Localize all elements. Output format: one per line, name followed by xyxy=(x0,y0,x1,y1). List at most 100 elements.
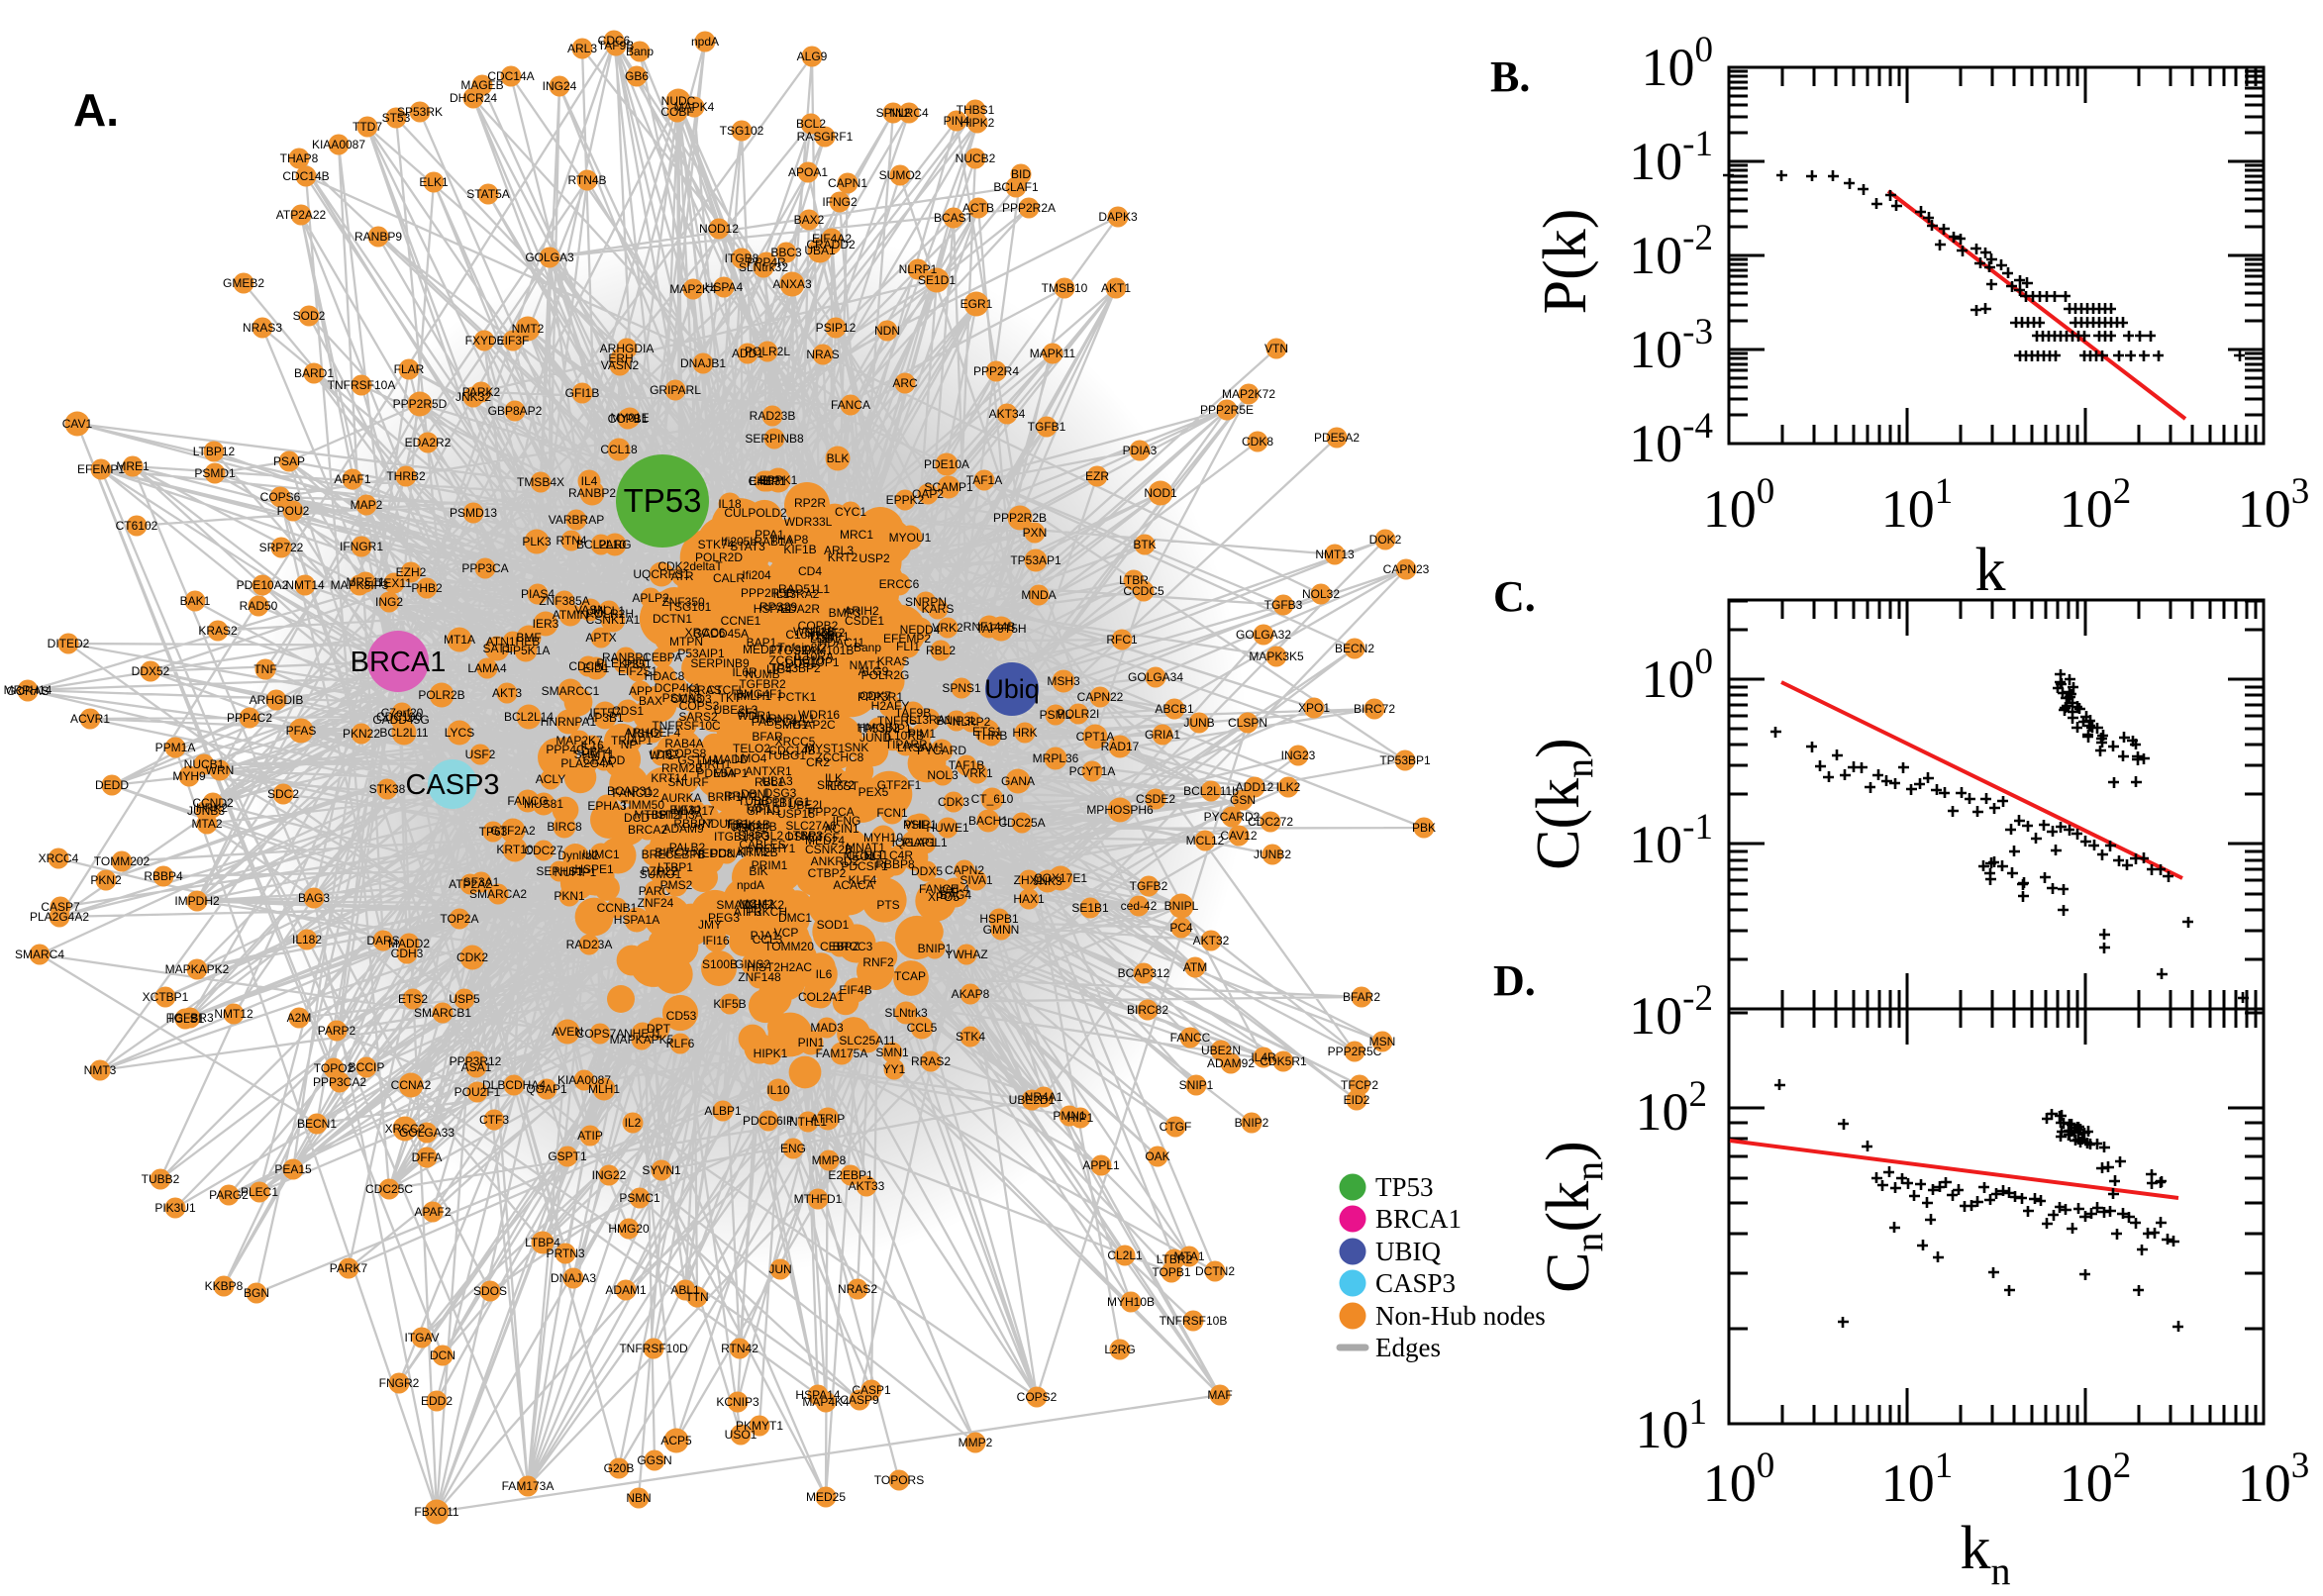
svg-text:PPP4C2: PPP4C2 xyxy=(227,711,272,725)
svg-text:ARHGEF4: ARHGEF4 xyxy=(625,726,681,740)
svg-text:PPP3CA2: PPP3CA2 xyxy=(313,1075,366,1089)
svg-text:KRT2: KRT2 xyxy=(828,550,858,564)
svg-text:BCL2L14: BCL2L14 xyxy=(504,710,554,724)
svg-text:AKAP8: AKAP8 xyxy=(952,987,990,1001)
svg-text:JUNB2: JUNB2 xyxy=(1254,848,1291,861)
svg-text:KRT14: KRT14 xyxy=(651,771,687,785)
svg-text:NOL3: NOL3 xyxy=(927,768,959,782)
svg-text:BECN2: BECN2 xyxy=(1335,642,1374,655)
svg-text:TTD7: TTD7 xyxy=(353,120,382,134)
svg-text:TP53BP2: TP53BP2 xyxy=(769,661,821,675)
svg-text:UBA3: UBA3 xyxy=(761,774,793,788)
svg-text:NUFIP1: NUFIP1 xyxy=(555,865,597,879)
svg-text:CT_610: CT_610 xyxy=(971,792,1014,806)
svg-text:IFNGR1: IFNGR1 xyxy=(340,540,383,553)
svg-text:GOLGA34: GOLGA34 xyxy=(1128,670,1183,684)
svg-text:NBN: NBN xyxy=(626,1491,651,1505)
svg-text:Non-Hub nodes: Non-Hub nodes xyxy=(1375,1301,1546,1331)
svg-text:ITGB18P3: ITGB18P3 xyxy=(714,830,769,844)
svg-text:IQGAP1: IQGAP1 xyxy=(892,836,937,849)
svg-text:OSM: OSM xyxy=(784,830,811,844)
svg-text:DCTN2: DCTN2 xyxy=(1195,1264,1235,1278)
svg-text:PLEKHO1: PLEKHO1 xyxy=(596,656,652,670)
svg-text:GMEB2: GMEB2 xyxy=(223,276,264,290)
svg-text:ARHGDIA: ARHGDIA xyxy=(600,342,655,355)
svg-text:AP1B1: AP1B1 xyxy=(757,796,794,810)
svg-text:DSG3: DSG3 xyxy=(764,786,797,800)
svg-text:ZNF350: ZNF350 xyxy=(661,595,705,609)
svg-text:EFEMP1: EFEMP1 xyxy=(77,462,125,476)
svg-text:SOD1: SOD1 xyxy=(817,918,850,932)
svg-text:BIK: BIK xyxy=(749,864,767,878)
svg-text:EID1: EID1 xyxy=(583,661,610,675)
svg-text:P35: P35 xyxy=(624,657,646,671)
svg-text:RTN4B: RTN4B xyxy=(567,173,606,187)
svg-text:ITM2B: ITM2B xyxy=(743,846,777,859)
svg-text:CEBPZ: CEBPZ xyxy=(820,940,859,953)
svg-text:MRPH14: MRPH14 xyxy=(4,683,52,697)
svg-text:NLRC4: NLRC4 xyxy=(889,106,929,120)
svg-text:ABL1: ABL1 xyxy=(670,1283,700,1297)
svg-text:NR4A1: NR4A1 xyxy=(1025,1090,1063,1104)
svg-text:PJA1: PJA1 xyxy=(751,929,779,943)
svg-text:CCDC5: CCDC5 xyxy=(1123,584,1164,598)
svg-text:NDUFS1: NDUFS1 xyxy=(702,817,750,831)
svg-text:FCN1: FCN1 xyxy=(876,806,908,820)
svg-text:SMAD4: SMAD4 xyxy=(716,898,758,912)
svg-text:BFAR: BFAR xyxy=(752,730,783,744)
svg-text:SMARC4: SMARC4 xyxy=(15,948,64,961)
svg-text:MNDA: MNDA xyxy=(1021,588,1056,602)
svg-text:TP53AP1: TP53AP1 xyxy=(1010,553,1061,567)
svg-text:IFNG: IFNG xyxy=(833,814,861,828)
svg-text:HMGB2: HMGB2 xyxy=(858,721,900,735)
svg-text:B.: B. xyxy=(1490,52,1530,101)
svg-text:MT1A: MT1A xyxy=(444,633,475,647)
svg-text:UNC84B: UNC84B xyxy=(730,820,776,834)
svg-text:VTN: VTN xyxy=(1264,342,1288,355)
svg-text:RNF2: RNF2 xyxy=(862,955,894,969)
svg-text:APAF2: APAF2 xyxy=(414,1205,451,1219)
svg-text:TIPARP: TIPARP xyxy=(885,738,927,751)
svg-text:KRT10: KRT10 xyxy=(496,843,533,856)
svg-text:BAG3: BAG3 xyxy=(298,891,330,905)
svg-text:HNRNPA1: HNRNPA1 xyxy=(541,715,597,729)
svg-text:WDR33L: WDR33L xyxy=(784,515,833,529)
svg-text:PARG2: PARG2 xyxy=(209,1188,249,1202)
svg-text:AP3B1: AP3B1 xyxy=(586,711,624,725)
svg-text:MADD2: MADD2 xyxy=(388,937,430,950)
svg-text:PPP4R: PPP4R xyxy=(747,255,786,269)
svg-text:LTBP3: LTBP3 xyxy=(787,829,823,843)
svg-text:BRE: BRE xyxy=(642,848,666,861)
svg-text:SPIN2: SPIN2 xyxy=(876,106,911,120)
svg-text:JUN: JUN xyxy=(768,1262,791,1276)
svg-text:EZR: EZR xyxy=(1085,469,1109,483)
svg-text:PYCARD2: PYCARD2 xyxy=(1204,810,1261,824)
svg-text:PMS2: PMS2 xyxy=(660,878,693,892)
svg-text:XRCC2: XRCC2 xyxy=(385,1122,426,1136)
svg-text:THAP8: THAP8 xyxy=(280,151,319,165)
svg-text:PABPC4: PABPC4 xyxy=(752,715,798,729)
svg-text:DCP4K1: DCP4K1 xyxy=(655,681,701,695)
svg-text:LTBR: LTBR xyxy=(1119,573,1149,587)
svg-text:KRT1: KRT1 xyxy=(738,845,768,858)
svg-text:RRAS: RRAS xyxy=(688,683,721,697)
svg-text:RNF144B: RNF144B xyxy=(963,620,1016,634)
svg-text:RCHY1: RCHY1 xyxy=(756,842,796,855)
svg-text:CDC14B: CDC14B xyxy=(282,169,329,183)
svg-text:SH3GL2: SH3GL2 xyxy=(738,829,783,843)
svg-text:ATN1HEB: ATN1HEB xyxy=(486,635,540,648)
svg-text:TSSK1B: TSSK1B xyxy=(725,818,770,832)
svg-text:HSPB1: HSPB1 xyxy=(979,912,1019,926)
svg-text:CAPN2: CAPN2 xyxy=(945,863,984,877)
svg-text:RTN4: RTN4 xyxy=(556,534,586,548)
svg-text:XCTBP1: XCTBP1 xyxy=(143,990,189,1004)
svg-text:THRB: THRB xyxy=(975,729,1008,743)
svg-text:KCNIP3: KCNIP3 xyxy=(716,1395,759,1409)
svg-text:TP53: TP53 xyxy=(1375,1172,1434,1202)
svg-text:TOMM20: TOMM20 xyxy=(764,940,814,953)
svg-text:HIST2H2AC: HIST2H2AC xyxy=(747,960,812,974)
svg-text:ACP5: ACP5 xyxy=(660,1434,692,1447)
svg-text:MYH9: MYH9 xyxy=(172,769,206,783)
svg-text:BMF: BMF xyxy=(516,631,541,645)
svg-text:Ifi205b: Ifi205b xyxy=(721,535,757,549)
